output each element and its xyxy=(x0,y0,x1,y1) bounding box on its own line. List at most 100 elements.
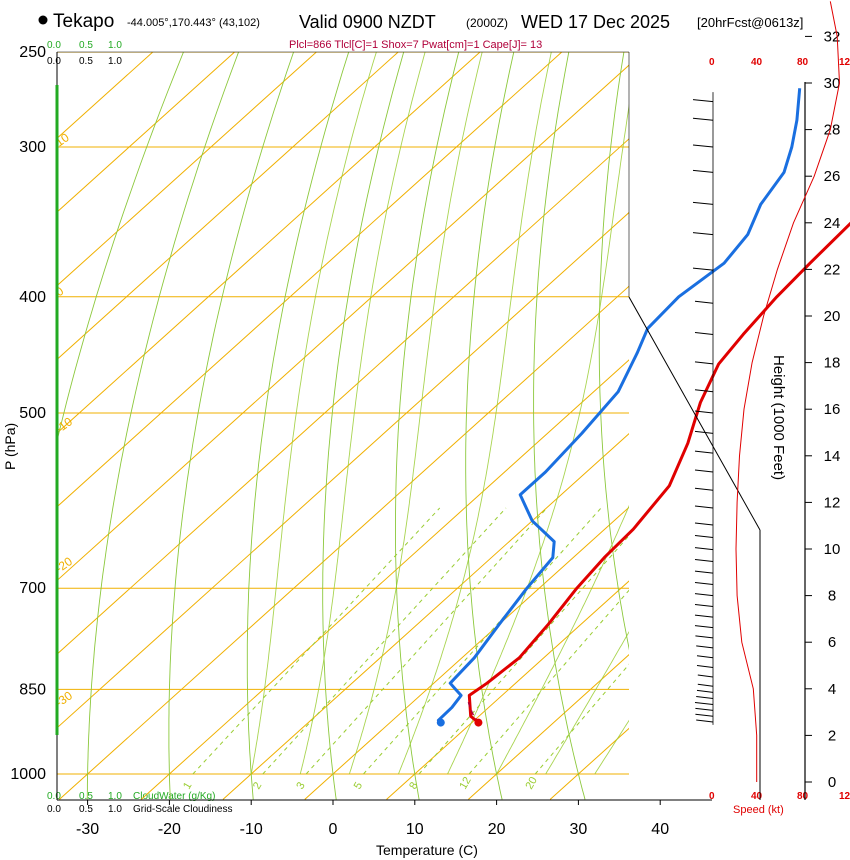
mixing-ratio-label: 20 xyxy=(523,775,540,792)
utc-time: (2000Z) xyxy=(466,16,508,30)
mixing-ratio-label: 2 xyxy=(251,780,264,791)
speed-tick-top-3: 12 xyxy=(839,57,850,68)
mixing-ratio-label: 5 xyxy=(352,780,365,791)
wind-barb xyxy=(694,547,714,551)
isotherm-line xyxy=(386,580,629,800)
wind-barb xyxy=(696,655,714,659)
speed-axis: 0 40 80 12 0 40 80 12 xyxy=(709,57,850,802)
dry-adiabat xyxy=(86,52,240,800)
wind-barb xyxy=(696,645,714,649)
dry-adiabat xyxy=(843,31,850,800)
height-tick-label: 26 xyxy=(824,168,841,185)
wind-barb xyxy=(694,522,714,526)
isotherm-line xyxy=(222,432,629,800)
wind-barb xyxy=(694,300,714,304)
height-tick-label: 14 xyxy=(824,448,841,465)
x-tick-label: 40 xyxy=(651,821,669,838)
dry-adiabat xyxy=(322,52,405,800)
wind-barb xyxy=(695,707,714,711)
diagonal-frame xyxy=(628,296,761,531)
isotherm-line xyxy=(140,359,629,800)
wind-barb xyxy=(692,232,714,236)
wind-barb xyxy=(694,487,714,491)
moist-adiabat xyxy=(545,631,629,775)
surface-temperature-point xyxy=(474,718,483,727)
mixing-ratio-line xyxy=(262,507,507,775)
isotherm-line xyxy=(57,211,629,729)
cloudiness-label: Grid-Scale Cloudiness xyxy=(133,804,233,815)
pressure-tick-label: 1000 xyxy=(10,766,46,783)
cloud-top-black-0: 0.0 xyxy=(47,56,61,67)
cloud-bottom-black-0: 0.0 xyxy=(47,804,61,815)
temperature-line xyxy=(467,221,850,724)
isotherm-line xyxy=(57,64,629,582)
wind-barb xyxy=(692,117,714,121)
cloud-bottom-green-1: 0.5 xyxy=(79,791,93,802)
wind-speed-profile xyxy=(735,1,841,782)
moist-adiabat xyxy=(496,504,629,775)
x-tick-label: 10 xyxy=(406,821,424,838)
wind-barb-layer xyxy=(692,92,714,725)
cloud-bottom-black-1: 0.5 xyxy=(79,804,93,815)
cloud-scale-bottom: 0.0 0.5 1.0 CloudWater (g/Kg) 0.0 0.5 1.… xyxy=(47,791,233,815)
height-tick-label: 4 xyxy=(828,681,836,698)
height-tick-label: 20 xyxy=(824,308,841,325)
isotherm-line xyxy=(632,31,850,800)
dry-adiabat xyxy=(598,52,629,651)
isotherm-line xyxy=(59,285,629,800)
isotherm-line xyxy=(468,654,629,800)
height-tick-label: 16 xyxy=(824,401,841,418)
cloud-top-black-2: 1.0 xyxy=(108,56,122,67)
moist-adiabat xyxy=(348,52,483,775)
wind-barb xyxy=(694,534,714,538)
isotherm-line xyxy=(57,52,563,508)
wind-barb xyxy=(692,99,714,103)
wind-barb xyxy=(694,331,714,335)
x-tick-label: 0 xyxy=(329,821,338,838)
height-tick-label: 6 xyxy=(828,634,836,651)
wind-barb xyxy=(694,361,714,365)
cloud-top-black-1: 0.5 xyxy=(79,56,93,67)
moist-adiabat xyxy=(250,52,377,775)
height-tick-label: 0 xyxy=(828,774,836,791)
dry-adiabat xyxy=(168,52,295,800)
cloud-scale-top: 0.0 0.5 1.0 0.0 0.5 1.0 xyxy=(47,40,122,67)
height-axis-title: Height (1000 Feet) xyxy=(770,355,787,480)
x-tick-label: 30 xyxy=(570,821,588,838)
clipped-grid xyxy=(57,31,850,800)
sounding-indices: Plcl=866 Tlcl[C]=1 Shox=7 Pwat[cm]=1 Cap… xyxy=(289,39,542,51)
speed-tick-bottom-0: 0 xyxy=(709,791,715,802)
mixing-ratio-line xyxy=(534,663,629,775)
cloud-top-green-1: 0.5 xyxy=(79,40,93,51)
dry-adiabat xyxy=(465,52,515,800)
isotherm-line xyxy=(57,52,399,361)
isotherm-line xyxy=(57,52,318,287)
wind-barb xyxy=(692,201,714,205)
isotherm-line xyxy=(57,52,236,213)
moist-adiabat xyxy=(447,103,629,775)
height-tick-label: 10 xyxy=(824,541,841,558)
wind-barb xyxy=(696,695,714,699)
wind-barb xyxy=(696,689,714,693)
speed-axis-label: Speed (kt) xyxy=(733,804,784,816)
x-tick-label: -20 xyxy=(158,821,181,838)
mixing-ratio-label: 12 xyxy=(457,775,474,792)
mixing-ratio-line xyxy=(418,534,629,775)
wind-barb xyxy=(694,593,714,597)
wind-barb xyxy=(694,570,714,574)
pressure-tick-label: 250 xyxy=(19,44,46,61)
wind-barb xyxy=(694,450,714,454)
wind-barb xyxy=(696,664,714,668)
mixing-ratio-line xyxy=(468,589,629,775)
dry-adiabat xyxy=(533,52,586,800)
speed-tick-bottom-1: 40 xyxy=(751,791,763,802)
forecast-run: [20hrFcst@0613z] xyxy=(697,15,803,30)
dry-adiabat xyxy=(57,52,184,444)
isotherm-line xyxy=(57,138,629,655)
station-location: -44.005°,170.443° (43,102) xyxy=(127,17,260,29)
wind-barb xyxy=(694,559,714,563)
valid-time: Valid 0900 NZDT xyxy=(299,12,436,32)
isotherm-line xyxy=(304,506,629,800)
